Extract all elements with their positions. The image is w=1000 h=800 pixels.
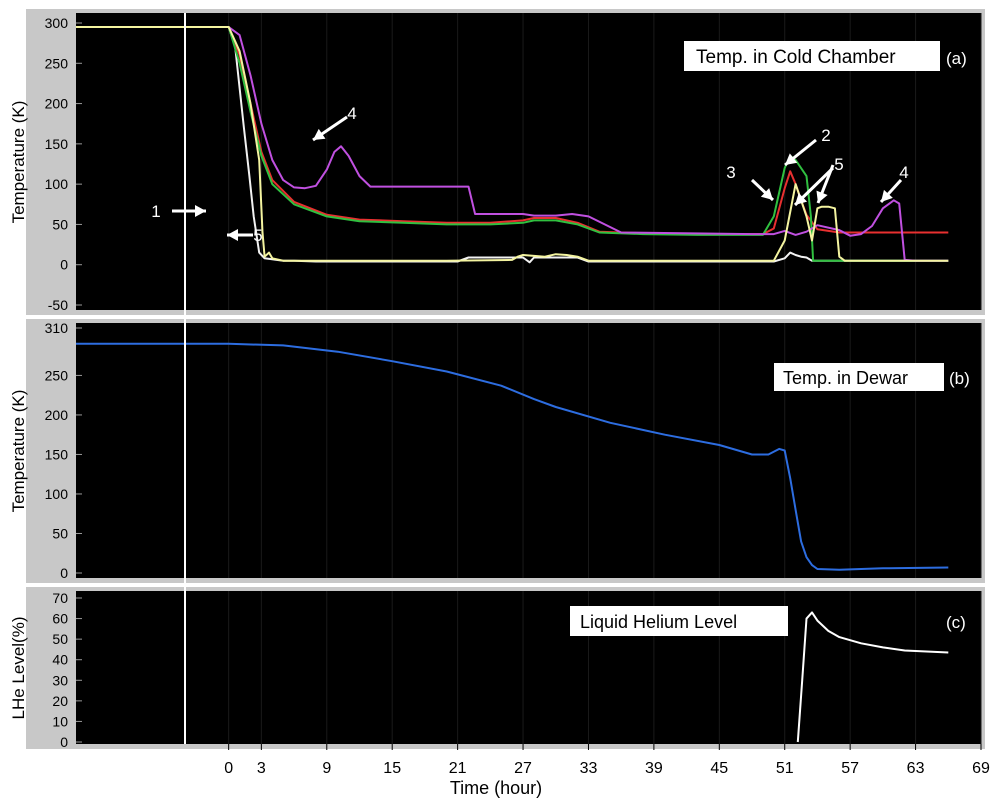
y-tick-label: 310	[45, 320, 69, 336]
x-tick-label: 27	[514, 760, 532, 777]
series-line-s3	[76, 26, 949, 262]
x-tick-label: 51	[776, 760, 794, 777]
series-line-s4	[76, 26, 949, 262]
y-tick-label: 150	[45, 446, 69, 462]
x-axis-ticks: 0 3 9 15 21 27 33 39 45 51 57 63 69	[224, 744, 990, 777]
x-tick-label: 39	[645, 760, 663, 777]
y-tick-label: 0	[60, 734, 68, 750]
panel-b-plot	[76, 323, 981, 578]
series-line-s1	[76, 26, 949, 264]
panel-b-title-box	[774, 363, 944, 391]
x-tick-label: 15	[383, 760, 401, 777]
x-tick-label: 33	[580, 760, 598, 777]
y-tick-label: 150	[45, 136, 69, 152]
panel-c-label: (c)	[946, 613, 966, 632]
panel-c-title: Liquid Helium Level	[580, 612, 737, 632]
annotation-label: 5	[834, 155, 843, 174]
y-tick-label: 50	[52, 525, 68, 541]
annotation-label: 1	[151, 202, 160, 221]
annotation-arrowhead	[227, 229, 238, 241]
annotation-arrowhead	[760, 188, 773, 200]
panel-b-ylabel: Temperature (K)	[9, 390, 28, 513]
annotation-label: 2	[821, 126, 830, 145]
y-tick-label: 40	[52, 652, 68, 668]
annotation-label: 4	[899, 163, 908, 182]
x-axis-label: Time (hour)	[450, 778, 542, 798]
series-line-lhe	[796, 611, 949, 743]
annotation-arrowhead	[785, 153, 798, 165]
y-tick-label: 50	[52, 216, 68, 232]
y-tick-label: 250	[45, 367, 69, 383]
y-tick-label: 200	[45, 96, 69, 112]
y-tick-label: 100	[45, 486, 69, 502]
x-tick-label: 3	[257, 760, 266, 777]
y-tick-label: 0	[60, 257, 68, 273]
annotation-arrowhead	[816, 190, 828, 203]
x-tick-label: 0	[224, 760, 233, 777]
panel-a-label: (a)	[946, 49, 967, 68]
panel-b-label: (b)	[949, 369, 970, 388]
y-tick-label: 30	[52, 672, 68, 688]
x-tick-label: 57	[841, 760, 859, 777]
annotation-arrowhead	[795, 193, 808, 205]
annotation-label: 3	[726, 163, 735, 182]
y-tick-label: 100	[45, 176, 69, 192]
panel-b-title: Temp. in Dewar	[783, 368, 908, 388]
panel-c-ylabel: LHe Level(%)	[9, 617, 28, 720]
annotations: 1 2 3 4 4 5 5	[151, 104, 908, 245]
series-line-s5	[76, 26, 949, 262]
y-tick-label: 60	[52, 611, 68, 627]
annotation-arrowhead	[195, 205, 206, 217]
y-tick-label: 200	[45, 407, 69, 423]
annotation-arrowhead	[313, 128, 326, 140]
annotation-label: 5	[253, 226, 262, 245]
y-tick-label: -50	[48, 297, 68, 313]
y-tick-label: 0	[60, 565, 68, 581]
x-tick-label: 9	[322, 760, 331, 777]
y-tick-label: 20	[52, 693, 68, 709]
panel-c-plot	[76, 591, 981, 744]
x-tick-label: 69	[972, 760, 990, 777]
x-tick-label: 63	[907, 760, 925, 777]
annotation-arrowhead	[881, 189, 893, 202]
y-tick-label: 10	[52, 713, 68, 729]
panel-a-title-box	[684, 41, 940, 71]
panel-a-title: Temp. in Cold Chamber	[696, 47, 896, 68]
series-line-dewar	[76, 342, 949, 571]
y-tick-label: 70	[52, 590, 68, 606]
x-tick-label: 21	[449, 760, 467, 777]
y-tick-label: 250	[45, 55, 69, 71]
y-tick-label: 50	[52, 631, 68, 647]
annotation-label: 4	[347, 104, 356, 123]
panel-a-ylabel: Temperature (K)	[9, 101, 28, 224]
panel-c-title-box	[570, 606, 788, 636]
x-tick-label: 45	[710, 760, 728, 777]
y-tick-label: 300	[45, 15, 69, 31]
